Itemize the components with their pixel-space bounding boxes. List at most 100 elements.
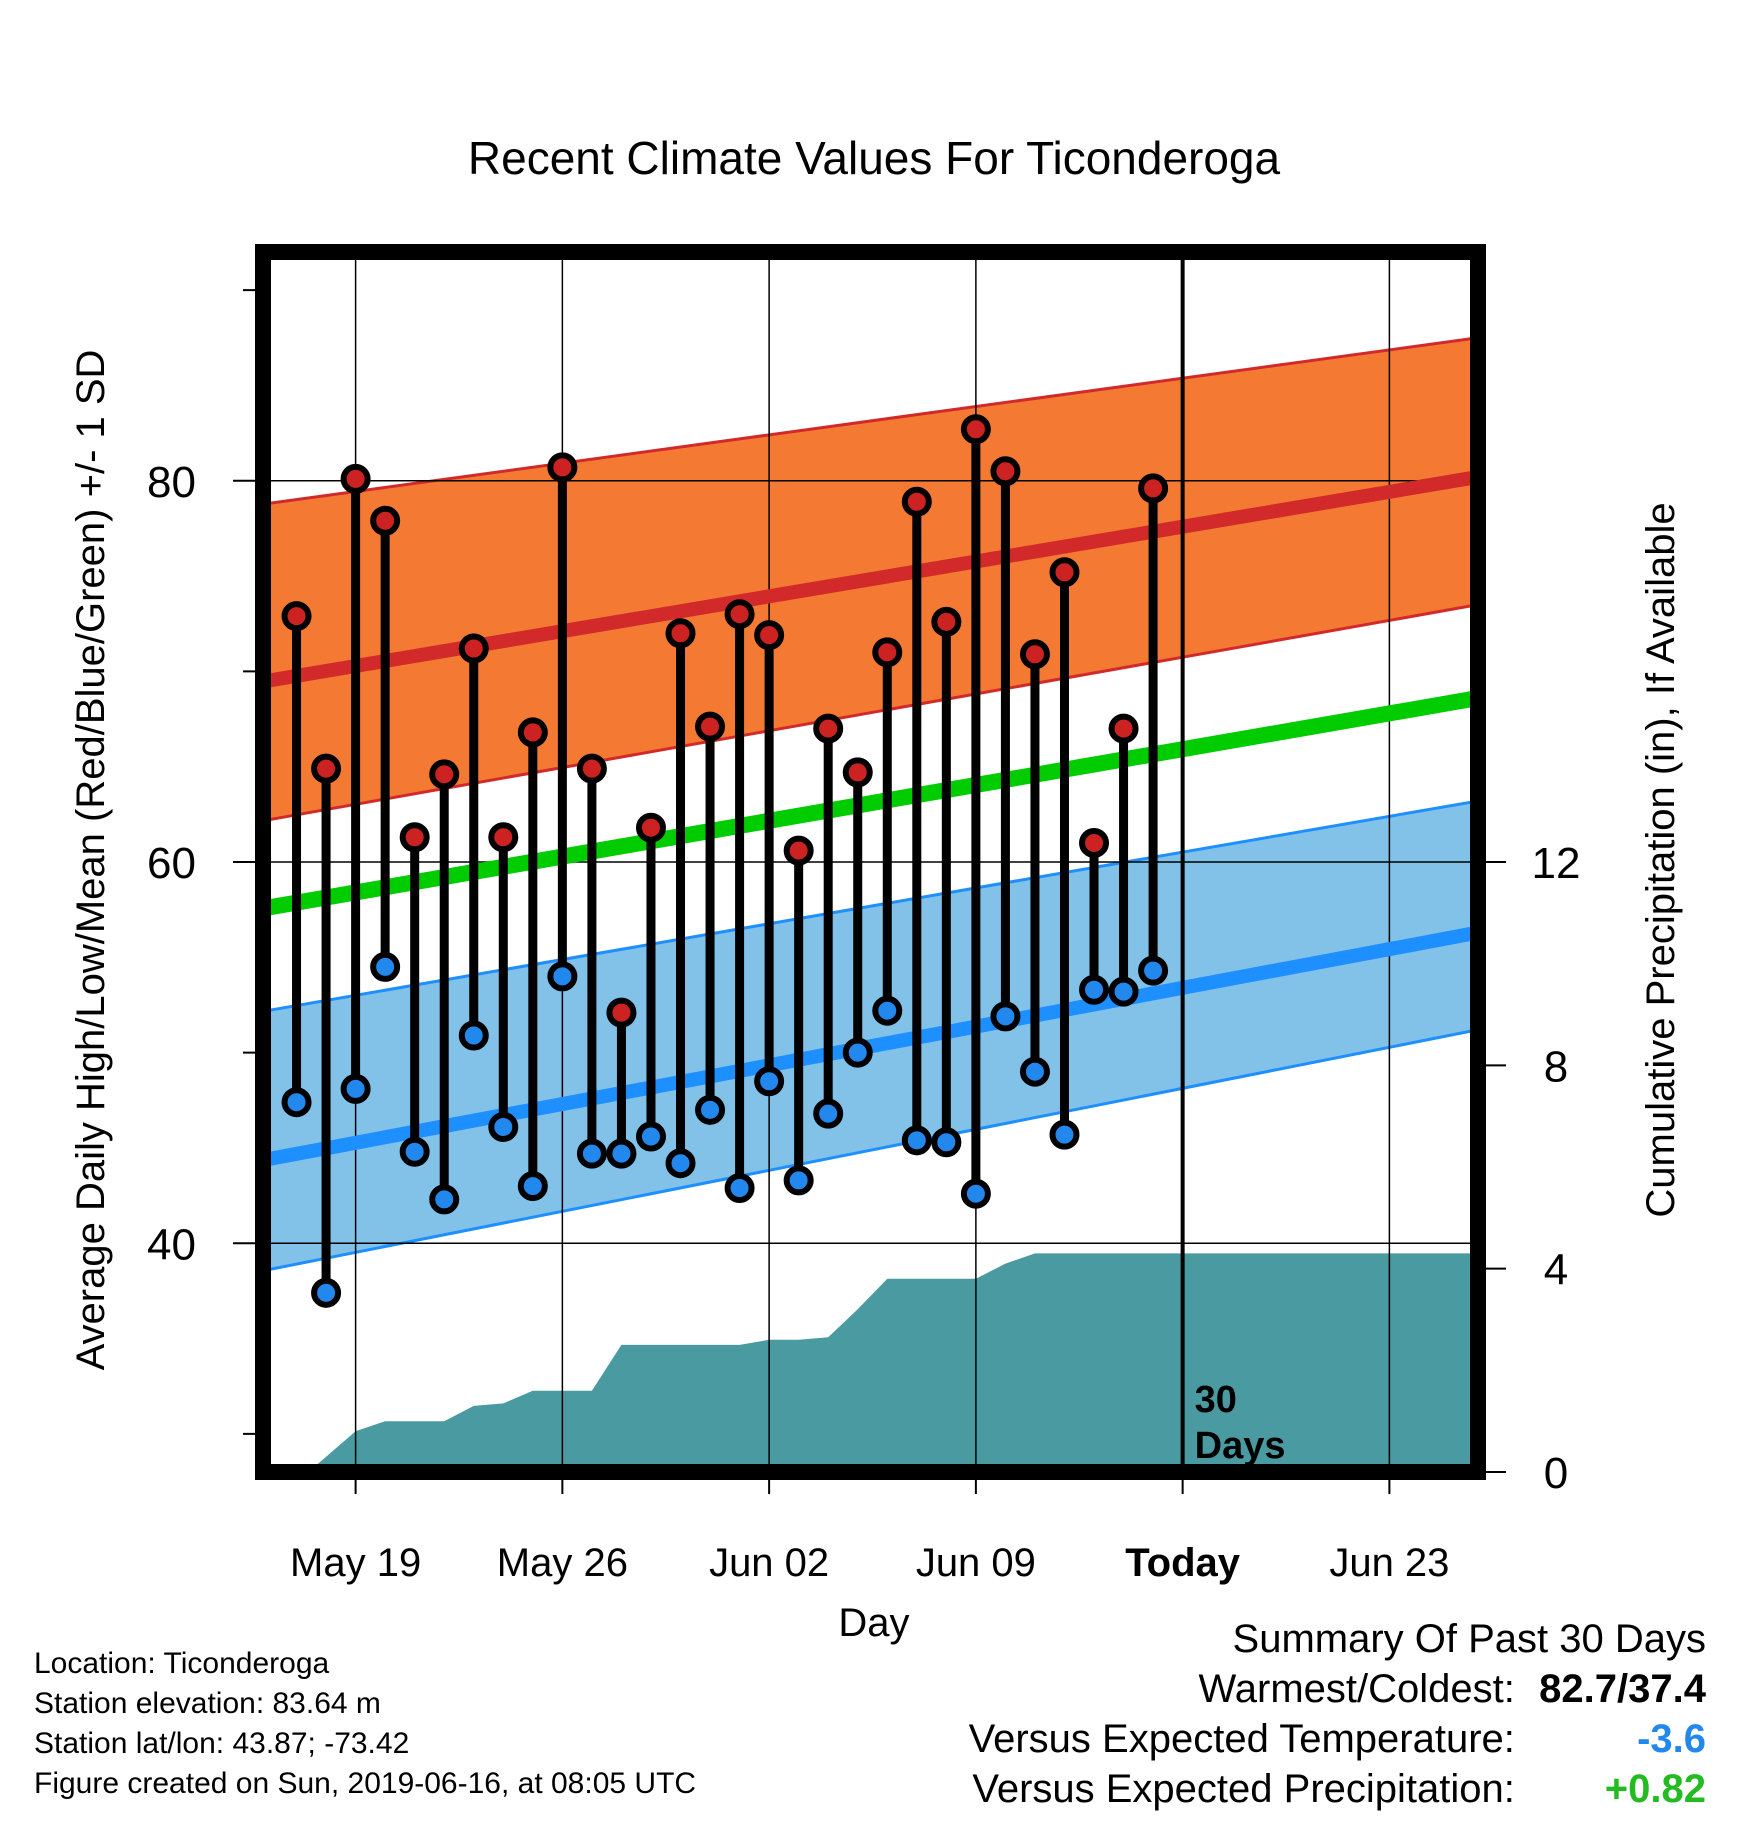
obs-low-point — [281, 1087, 312, 1118]
obs-low-point — [635, 1121, 666, 1152]
obs-high-point — [606, 997, 637, 1028]
obs-high-point — [901, 486, 932, 517]
obs-high-point — [547, 452, 578, 483]
obs-low-point — [576, 1138, 607, 1169]
temp-value: -3.6 — [1637, 1717, 1706, 1761]
obs-high-point — [695, 711, 726, 742]
summary-title: Summary Of Past 30 Days — [1232, 1617, 1706, 1661]
warmest-label: Warmest/Coldest: — [1198, 1667, 1515, 1711]
obs-low-point — [429, 1184, 460, 1215]
low-upper-edge — [266, 799, 1478, 1013]
station-info: Location: Ticonderoga Station elevation:… — [34, 1644, 696, 1804]
obs-high-point — [370, 505, 401, 536]
obs-low-point — [724, 1172, 755, 1203]
obs-low-point — [517, 1171, 548, 1202]
created-text: Figure created on Sun, 2019-06-16, at 08… — [34, 1767, 697, 1800]
obs-low-point — [960, 1178, 991, 1209]
y-tick-label-right: 8 — [1544, 1042, 1568, 1091]
obs-low-point — [547, 961, 578, 992]
y-axis-label-left: Average Daily High/Low/Mean (Red/Blue/Gr… — [69, 350, 113, 1371]
x-axis-label: Day — [838, 1601, 909, 1645]
obs-low-point — [813, 1098, 844, 1129]
normal-mean-line — [265, 690, 1478, 916]
obs-high-point — [1019, 639, 1050, 670]
x-tick-label: Today — [1125, 1541, 1241, 1585]
obs-high-point — [724, 599, 755, 630]
obs-low-point — [311, 1277, 342, 1308]
today-annotation-line1: 30 — [1195, 1379, 1237, 1421]
normal-low-line — [265, 925, 1478, 1167]
obs-high-point — [872, 637, 903, 668]
obs-high-point — [281, 601, 312, 632]
obs-high-point — [813, 713, 844, 744]
x-tick-label: Jun 02 — [709, 1541, 829, 1585]
obs-low-point — [488, 1111, 519, 1142]
obs-low-point — [1138, 955, 1169, 986]
high-lower-edge — [266, 603, 1478, 822]
obs-low-point — [606, 1138, 637, 1169]
plot-frame — [255, 244, 1486, 1480]
low-lower-edge — [266, 1028, 1478, 1272]
chart-title: Recent Climate Values For Ticonderoga — [468, 132, 1281, 184]
obs-high-point — [665, 618, 696, 649]
obs-low-point — [872, 995, 903, 1026]
obs-high-point — [458, 633, 489, 664]
x-tick-label: May 26 — [497, 1541, 628, 1585]
today-annotation-line2: Days — [1195, 1425, 1286, 1467]
obs-low-point — [458, 1020, 489, 1051]
obs-low-point — [399, 1136, 430, 1167]
obs-low-point — [990, 1001, 1021, 1032]
precip-area — [267, 1253, 1478, 1472]
x-tick-label: Jun 09 — [916, 1541, 1036, 1585]
y-tick-label-left: 40 — [147, 1220, 196, 1269]
obs-high-point — [488, 822, 519, 853]
obs-high-point — [635, 812, 666, 843]
obs-low-point — [901, 1125, 932, 1156]
obs-high-point — [311, 753, 342, 784]
obs-high-point — [1079, 827, 1110, 858]
obs-low-point — [1079, 974, 1110, 1005]
x-tick-label: May 19 — [290, 1541, 421, 1585]
obs-high-point — [576, 753, 607, 784]
obs-low-point — [783, 1165, 814, 1196]
obs-low-point — [370, 951, 401, 982]
y-tick-label-left: 60 — [147, 839, 196, 888]
obs-high-point — [842, 757, 873, 788]
y-axis-label-right: Cumulative Precipitation (in), If Availa… — [1639, 502, 1683, 1217]
obs-high-point — [1049, 557, 1080, 588]
obs-low-point — [1049, 1119, 1080, 1150]
obs-high-point — [517, 717, 548, 748]
obs-high-point — [1108, 713, 1139, 744]
obs-high-point — [931, 606, 962, 637]
obs-low-point — [1019, 1056, 1050, 1087]
obs-high-point — [960, 414, 991, 445]
high-upper-edge — [266, 336, 1478, 506]
obs-low-point — [754, 1066, 785, 1097]
obs-high-point — [783, 835, 814, 866]
obs-high-point — [399, 822, 430, 853]
precip-label: Versus Expected Precipitation: — [972, 1767, 1515, 1811]
obs-high-point — [990, 456, 1021, 487]
summary-warmest-row: Warmest/Coldest: 82.7/37.4 — [969, 1664, 1707, 1714]
obs-low-point — [665, 1148, 696, 1179]
obs-high-point — [754, 620, 785, 651]
obs-low-point — [1108, 976, 1139, 1007]
warmest-value: 82.7/37.4 — [1539, 1667, 1706, 1711]
obs-high-point — [1138, 473, 1169, 504]
y-tick-label-left: 80 — [147, 458, 196, 507]
low-sd-band — [267, 801, 1478, 1270]
y-tick-label-right: 0 — [1544, 1449, 1568, 1498]
x-tick-label: Jun 23 — [1329, 1541, 1449, 1585]
summary-panel: Summary Of Past 30 Days Warmest/Coldest:… — [969, 1614, 1706, 1814]
temp-label: Versus Expected Temperature: — [968, 1717, 1515, 1761]
y-tick-label-right: 4 — [1544, 1246, 1568, 1295]
precip-value: +0.82 — [1604, 1767, 1706, 1811]
obs-low-point — [340, 1073, 371, 1104]
obs-low-point — [931, 1127, 962, 1158]
latlon-text: Station lat/lon: 43.87; -73.42 — [34, 1727, 410, 1760]
summary-precip-row: Versus Expected Precipitation: +0.82 — [969, 1764, 1706, 1814]
y-tick-label-right: 12 — [1532, 839, 1581, 888]
summary-temp-row: Versus Expected Temperature: -3.6 — [969, 1714, 1706, 1764]
